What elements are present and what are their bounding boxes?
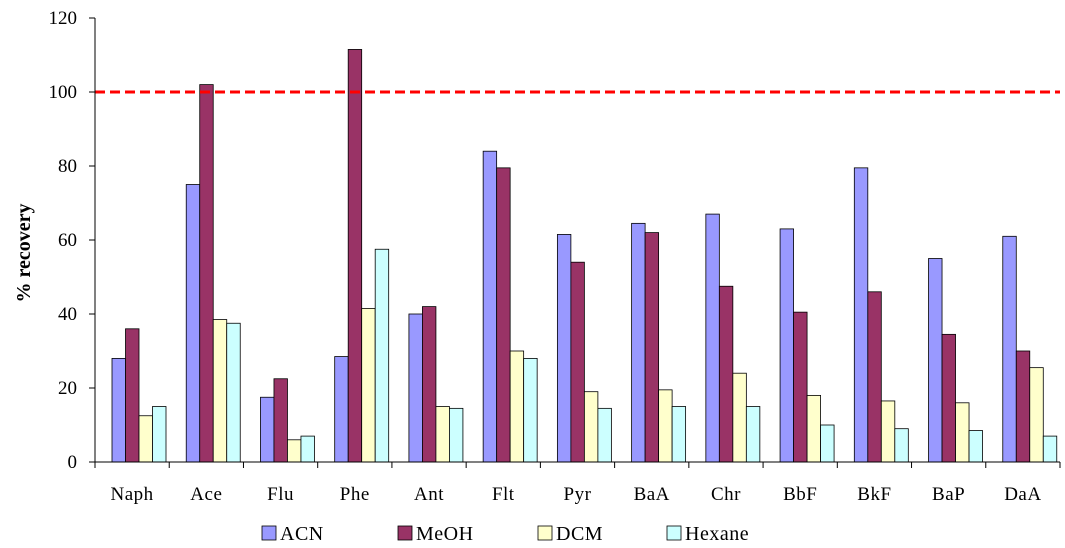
bar-acn-naph (111, 357, 126, 463)
bar-dcm-bbf (806, 394, 821, 463)
bar-acn-ace (185, 184, 201, 463)
bar-acn-flu (260, 396, 275, 463)
bar-acn-flt (482, 150, 498, 463)
x-category-label: BaA (634, 484, 670, 505)
bar-acn-bap (928, 258, 943, 463)
x-category-label: Chr (711, 484, 741, 505)
bar-dcm-ace (212, 319, 228, 463)
legend-swatch-dcm (537, 525, 553, 541)
x-category-label: Ant (414, 484, 444, 505)
bar-hexane-bap (968, 430, 983, 463)
legend-label-dcm: DCM (556, 523, 603, 545)
bar-meoh-daa (1015, 350, 1031, 463)
x-category-label: BaP (932, 484, 965, 505)
bar-hexane-flu (300, 435, 315, 463)
bar-meoh-ant (422, 306, 437, 463)
bar-hexane-ace (226, 322, 241, 463)
y-tick-label: 80 (58, 156, 77, 177)
legend-label-meoh: MeOH (416, 523, 474, 545)
bar-dcm-phe (361, 308, 376, 463)
y-tick-label: 0 (68, 452, 78, 473)
bar-meoh-pyr (570, 261, 585, 463)
bar-acn-chr (705, 213, 720, 463)
legend-label-hexane: Hexane (685, 523, 749, 545)
bar-dcm-bkf (880, 400, 896, 463)
y-axis-ticks: 0 20 40 60 80 100 120 (49, 8, 95, 473)
bar-hexane-chr (745, 406, 761, 463)
y-tick-label: 20 (58, 378, 77, 399)
bar-dcm-pyr (583, 391, 599, 463)
x-category-label: Flt (492, 484, 515, 505)
x-category-label: Naph (111, 484, 154, 505)
bar-acn-pyr (556, 234, 572, 463)
bar-meoh-chr (718, 285, 734, 463)
bar-acn-bbf (779, 228, 794, 463)
bar-meoh-bap (941, 333, 956, 463)
y-tick-label: 60 (58, 230, 77, 251)
bar-meoh-bkf (867, 291, 882, 463)
bar-acn-daa (1002, 235, 1017, 463)
legend: ACN MeOH DCM Hexane (261, 523, 749, 545)
bar-acn-bkf (853, 167, 869, 463)
bar-meoh-flu (273, 378, 288, 463)
x-category-label: Ace (190, 484, 222, 505)
bar-dcm-flt (509, 350, 525, 463)
bar-dcm-naph (138, 415, 153, 463)
x-category-label: BbF (783, 484, 817, 505)
bar-hexane-naph (152, 406, 167, 463)
x-axis-category-labels: Naph Ace Flu Phe Ant Flt Pyr BaA Chr BbF BkF BaP DaA (111, 484, 1042, 505)
bar-dcm-baa (658, 389, 673, 463)
x-category-label: Pyr (564, 484, 592, 505)
bar-meoh-flt (496, 167, 511, 463)
y-tick-label: 100 (49, 82, 78, 103)
bar-meoh-bbf (793, 311, 808, 463)
bar-dcm-daa (1029, 367, 1044, 463)
legend-swatch-hexane (666, 525, 682, 541)
bar-hexane-phe (374, 248, 390, 463)
bar-acn-phe (334, 356, 349, 463)
bar-meoh-baa (644, 232, 660, 463)
bar-meoh-phe (347, 49, 363, 463)
axes (94, 18, 1061, 468)
bar-acn-baa (631, 222, 646, 463)
bar-series (111, 49, 1058, 463)
bar-hexane-pyr (597, 407, 612, 463)
legend-swatch-meoh (397, 525, 413, 541)
legend-label-acn: ACN (280, 523, 324, 545)
bar-dcm-bap (955, 402, 970, 463)
bar-meoh-naph (125, 328, 140, 463)
legend-swatch-acn (261, 525, 277, 541)
bar-dcm-flu (287, 439, 302, 463)
x-category-label: Flu (267, 484, 294, 505)
bar-hexane-ant (449, 407, 464, 463)
x-category-label: Phe (340, 484, 370, 505)
x-category-label: DaA (1004, 484, 1041, 505)
y-axis-label: % recovery (13, 203, 35, 302)
bar-hexane-flt (523, 357, 538, 463)
bar-dcm-chr (732, 372, 747, 463)
y-tick-label: 40 (58, 304, 77, 325)
bar-dcm-ant (435, 406, 450, 463)
bar-hexane-bbf (820, 424, 835, 463)
bar-hexane-daa (1042, 435, 1058, 463)
y-tick-label: 120 (49, 8, 78, 29)
bar-hexane-bkf (894, 428, 909, 463)
bar-acn-ant (408, 313, 423, 463)
x-category-label: BkF (857, 484, 891, 505)
bar-hexane-baa (671, 406, 687, 463)
bar-meoh-ace (199, 84, 214, 463)
